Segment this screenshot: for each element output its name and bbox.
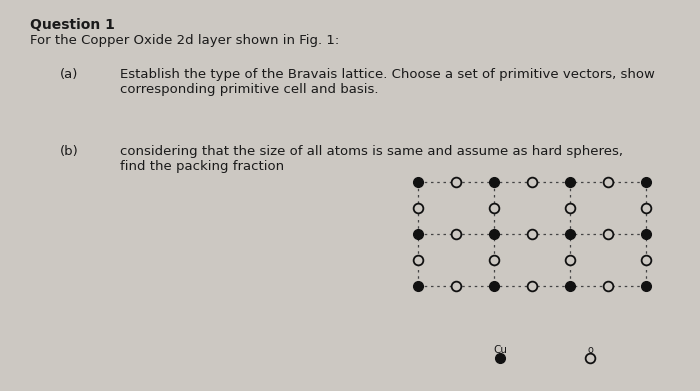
Text: For the Copper Oxide 2d layer shown in Fig. 1:: For the Copper Oxide 2d layer shown in F… <box>30 34 340 47</box>
Text: (b): (b) <box>60 145 78 158</box>
Text: Establish the type of the Bravais lattice. Choose a set of primitive vectors, sh: Establish the type of the Bravais lattic… <box>120 68 655 96</box>
Text: considering that the size of all atoms is same and assume as hard spheres,
find : considering that the size of all atoms i… <box>120 145 623 173</box>
Text: Cu: Cu <box>493 345 507 355</box>
Text: o: o <box>587 345 593 355</box>
Text: Question 1: Question 1 <box>30 18 115 32</box>
Text: (a): (a) <box>60 68 78 81</box>
